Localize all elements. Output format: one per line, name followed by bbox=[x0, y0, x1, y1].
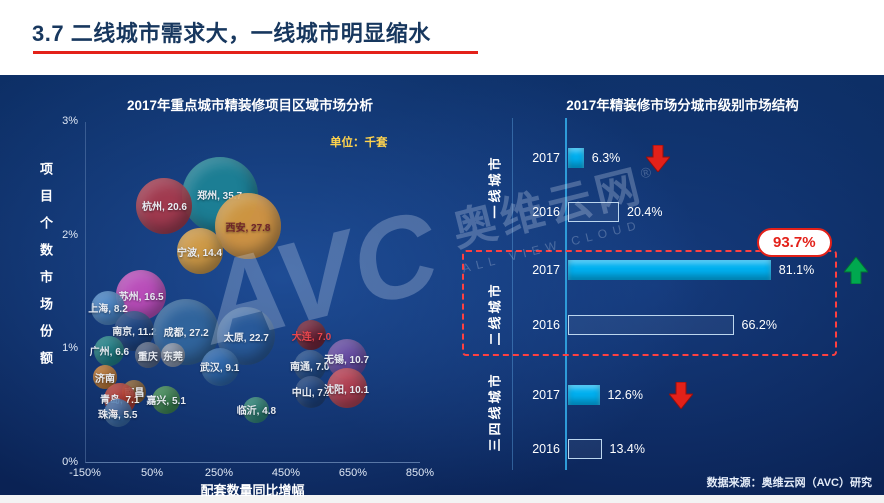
bubble-label: 广州, 6.6 bbox=[89, 347, 130, 359]
x-tick: 250% bbox=[204, 467, 234, 479]
bubble-武汉: 武汉, 9.1 bbox=[199, 347, 240, 386]
bar-row-一线城市-2017: 2017 6.3% bbox=[518, 144, 671, 172]
year-label: 2017 bbox=[532, 263, 560, 277]
bubble-label: 太原, 22.7 bbox=[223, 332, 269, 344]
bubble-label: 重庆 bbox=[137, 351, 158, 363]
bubble-label: 上海, 8.2 bbox=[88, 304, 128, 316]
bubble-珠海: 珠海, 5.5 bbox=[98, 399, 137, 428]
bubble-重庆: 重庆 bbox=[134, 342, 161, 369]
unit-label: 单位：千套 bbox=[330, 137, 388, 149]
bubble-label: 南京, 11.2 bbox=[112, 327, 157, 339]
x-tick: 650% bbox=[338, 467, 368, 479]
bubble-label: 杭州, 20.6 bbox=[141, 202, 187, 214]
decrease-arrow-icon bbox=[646, 144, 671, 172]
bar-三四线城市-2016 bbox=[568, 439, 602, 459]
category-label-tier2: 二线城市 bbox=[487, 281, 503, 346]
bubble-大连: 大连, 7.0 bbox=[292, 320, 331, 351]
y-tick: 3% bbox=[62, 115, 78, 127]
y-tick: 1% bbox=[62, 342, 78, 354]
bubble-label: 东莞 bbox=[162, 351, 183, 363]
x-axis-ticks: -150% 50% 250% 450% 650% 850% bbox=[69, 467, 434, 480]
bar-rows: 2017 6.3% 2016 20.4% 2017 81.1% 2016 66.2% 2017 1… bbox=[518, 0, 884, 503]
y-axis-title: 项目个数市场份额 bbox=[38, 162, 53, 378]
bubble-plot: 郑州, 35.7 杭州, 20.6 西安, 27.8 宁波, 14.4 苏州, 16.5… bbox=[85, 122, 420, 463]
bubble-label: 济南 bbox=[95, 373, 116, 385]
x-tick: 50% bbox=[140, 467, 164, 479]
category-axis-line bbox=[512, 118, 513, 470]
bubble-杭州: 杭州, 20.6 bbox=[136, 177, 193, 234]
year-label: 2016 bbox=[532, 318, 560, 332]
bubble-label: 大连, 7.0 bbox=[291, 331, 332, 343]
data-source-note: 数据来源：奥维云网（AVC）研究 bbox=[706, 477, 872, 489]
bubble-label: 沈阳, 10.1 bbox=[324, 384, 370, 396]
bubble-label: 成都, 27.2 bbox=[163, 328, 209, 340]
bar-一线城市-2016 bbox=[568, 202, 619, 222]
bubble-label: 西安, 27.8 bbox=[225, 222, 271, 234]
bubble-西安: 西安, 27.8 bbox=[214, 193, 281, 260]
year-label: 2017 bbox=[532, 151, 560, 165]
bubble-label: 宁波, 14.4 bbox=[177, 247, 223, 259]
bubble-label: 珠海, 5.5 bbox=[97, 409, 138, 421]
bar-三四线城市-2017 bbox=[568, 385, 600, 405]
bubble-东莞: 东莞 bbox=[160, 343, 185, 368]
bar-value-label: 66.2% bbox=[741, 318, 777, 332]
bubble-嘉兴: 嘉兴, 5.1 bbox=[146, 385, 186, 414]
bubble-label: 临沂, 4.8 bbox=[236, 406, 277, 418]
bubble-临沂: 临沂, 4.8 bbox=[237, 396, 276, 423]
bar-row-二线城市-2017: 2017 81.1% bbox=[518, 256, 869, 284]
bubble-沈阳: 沈阳, 10.1 bbox=[324, 368, 370, 409]
decrease-arrow-icon bbox=[668, 381, 693, 409]
bubble-label: 无锡, 10.7 bbox=[324, 355, 370, 367]
bubble-chart-title: 2017年重点城市精装修项目区域市场分析 bbox=[126, 98, 374, 113]
bar-row-一线城市-2016: 2016 20.4% bbox=[518, 201, 662, 223]
x-tick: 450% bbox=[271, 467, 301, 479]
bubble-label: 郑州, 35.7 bbox=[197, 191, 243, 203]
page-title: 3.7 二线城市需求大，一线城市明显缩水 bbox=[32, 21, 431, 46]
slide-header: 3.7 二线城市需求大，一线城市明显缩水 bbox=[0, 0, 884, 75]
bubble-广州: 广州, 6.6 bbox=[90, 335, 129, 366]
year-label: 2016 bbox=[532, 205, 560, 219]
bar-chart-title: 2017年精装修市场分城市级别市场结构 bbox=[566, 98, 799, 113]
bubble-宁波: 宁波, 14.4 bbox=[176, 228, 223, 275]
tier2-total-badge: 93.7% bbox=[757, 228, 832, 257]
bubble-label: 嘉兴, 5.1 bbox=[146, 396, 186, 408]
title-underline bbox=[33, 51, 478, 54]
category-label-tier1: 一线城市 bbox=[487, 154, 503, 219]
year-label: 2017 bbox=[532, 388, 560, 402]
x-axis-title: 配套数量同比增幅 bbox=[200, 483, 305, 498]
bubble-label: 武汉, 9.1 bbox=[199, 363, 240, 375]
bubble-label: 中山, 7.1 bbox=[291, 388, 332, 400]
bar-value-label: 12.6% bbox=[607, 388, 643, 402]
bar-value-label: 6.3% bbox=[591, 151, 621, 165]
bar-value-label: 81.1% bbox=[778, 263, 815, 277]
y-tick: 2% bbox=[62, 229, 78, 241]
value-axis-line bbox=[565, 118, 567, 470]
footer-strip bbox=[0, 495, 884, 503]
x-tick: 850% bbox=[405, 467, 435, 479]
bar-value-label: 20.4% bbox=[627, 205, 663, 219]
increase-arrow-icon bbox=[844, 256, 869, 284]
bar-一线城市-2017 bbox=[568, 148, 584, 168]
bar-二线城市-2016 bbox=[568, 315, 734, 335]
x-tick: -150% bbox=[69, 467, 101, 479]
category-label-tier34: 三四线城市 bbox=[487, 371, 503, 452]
bar-row-二线城市-2016: 2016 66.2% bbox=[518, 314, 777, 336]
y-tick: 0% bbox=[62, 456, 78, 468]
bubble-label: 南通, 7.0 bbox=[290, 362, 330, 374]
bubble-label: 苏州, 16.5 bbox=[118, 291, 164, 303]
year-label: 2016 bbox=[532, 442, 560, 456]
bubble-中山: 中山, 7.1 bbox=[292, 375, 331, 408]
bar-row-三四线城市-2016: 2016 13.4% bbox=[518, 438, 645, 460]
bar-value-label: 13.4% bbox=[609, 442, 645, 456]
bar-row-三四线城市-2017: 2017 12.6% bbox=[518, 381, 693, 409]
bar-二线城市-2017 bbox=[568, 260, 771, 280]
